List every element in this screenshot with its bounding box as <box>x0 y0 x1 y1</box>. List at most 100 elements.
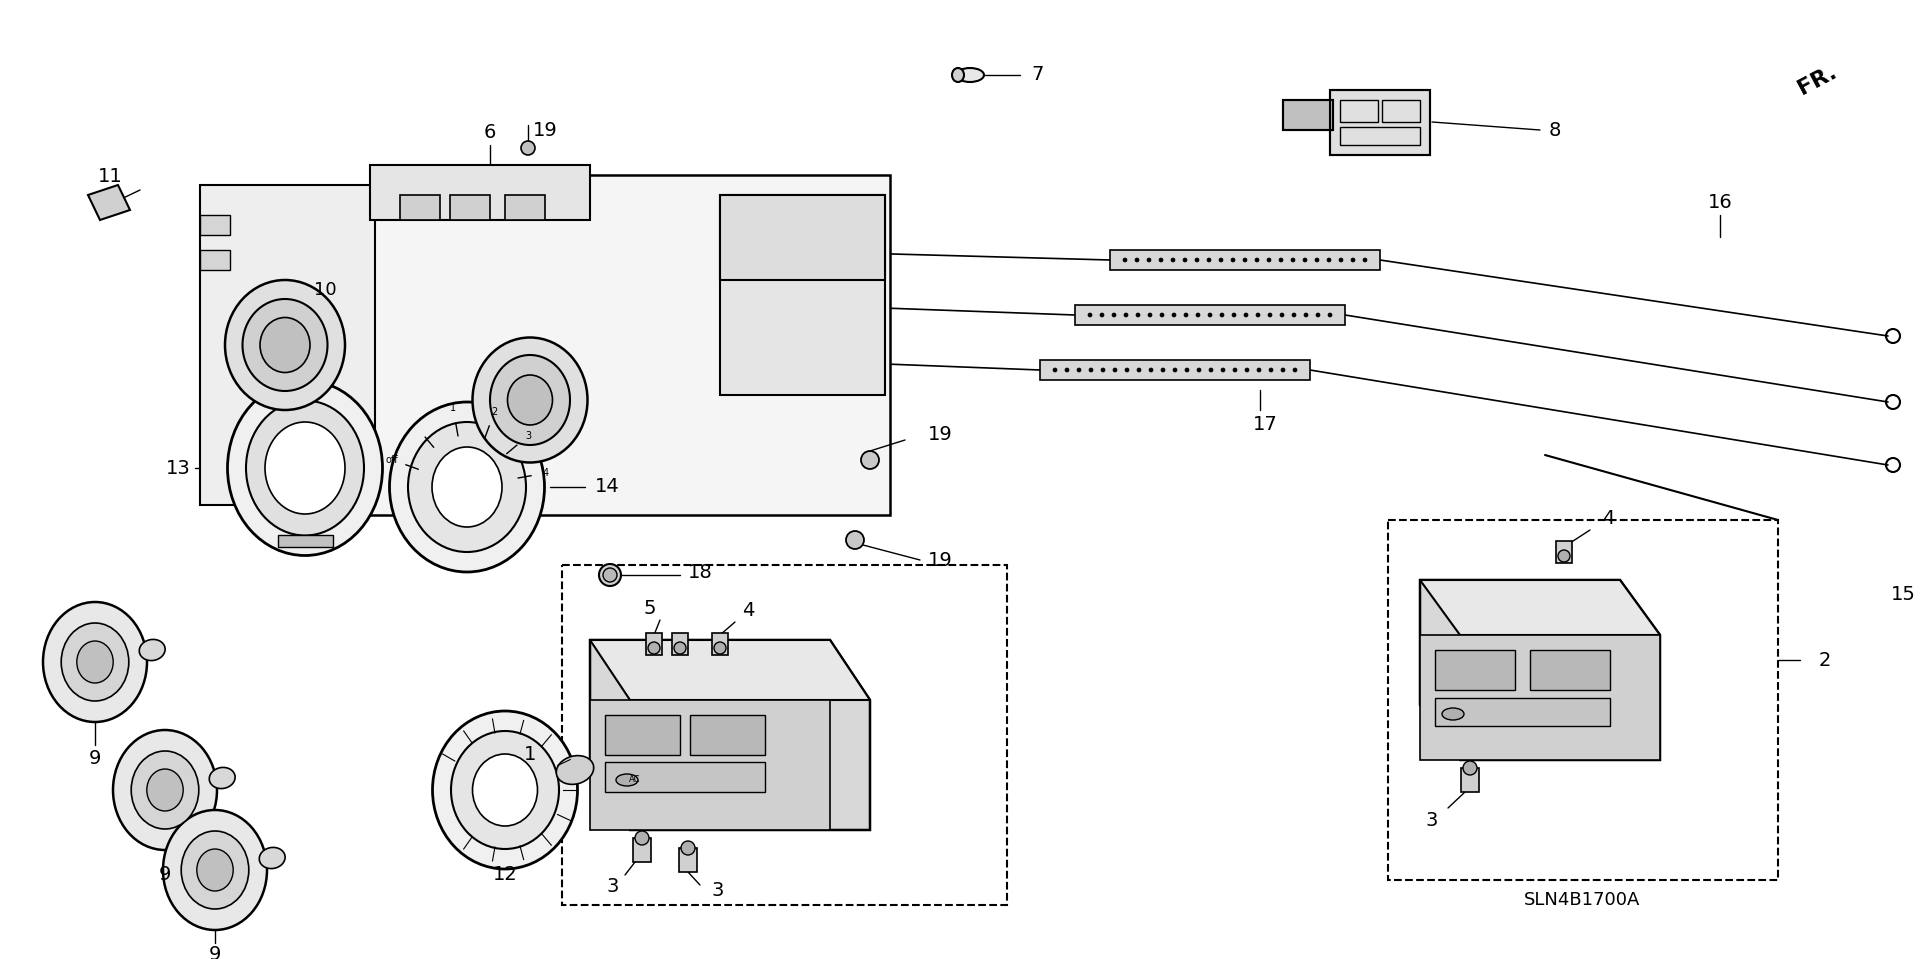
Circle shape <box>714 642 726 654</box>
Circle shape <box>1557 550 1571 562</box>
Bar <box>1283 100 1332 130</box>
Ellipse shape <box>507 375 553 425</box>
Bar <box>1340 127 1421 145</box>
Bar <box>605 715 680 755</box>
Bar <box>1434 698 1611 726</box>
Circle shape <box>1279 258 1283 262</box>
Bar <box>1041 360 1309 380</box>
Bar <box>1331 90 1430 155</box>
Ellipse shape <box>451 731 559 849</box>
Ellipse shape <box>599 564 620 586</box>
Bar <box>605 762 764 792</box>
Circle shape <box>1160 313 1164 317</box>
Bar <box>278 535 332 547</box>
Circle shape <box>1171 313 1175 317</box>
Circle shape <box>1148 368 1154 372</box>
Circle shape <box>1338 258 1342 262</box>
Bar <box>645 633 662 655</box>
Circle shape <box>1242 258 1246 262</box>
Ellipse shape <box>225 280 346 410</box>
Polygon shape <box>1421 580 1661 760</box>
Circle shape <box>847 531 864 549</box>
Text: off: off <box>386 455 397 465</box>
Bar <box>689 715 764 755</box>
Text: 18: 18 <box>687 564 712 582</box>
Ellipse shape <box>131 751 200 829</box>
Bar <box>399 195 440 220</box>
Bar <box>1340 100 1379 122</box>
Text: FR.: FR. <box>1795 61 1839 99</box>
Circle shape <box>1304 313 1308 317</box>
Circle shape <box>1066 368 1069 372</box>
Ellipse shape <box>490 355 570 445</box>
Circle shape <box>1292 313 1296 317</box>
Ellipse shape <box>432 711 578 869</box>
Ellipse shape <box>42 602 148 722</box>
Bar <box>720 195 885 395</box>
Circle shape <box>1196 368 1202 372</box>
Bar <box>505 195 545 220</box>
Text: 19: 19 <box>927 550 952 570</box>
Ellipse shape <box>246 401 365 535</box>
Bar <box>634 838 651 862</box>
Circle shape <box>1100 313 1104 317</box>
Ellipse shape <box>242 299 328 391</box>
Circle shape <box>1258 368 1261 372</box>
Circle shape <box>1185 313 1188 317</box>
Ellipse shape <box>616 774 637 786</box>
Circle shape <box>1210 368 1213 372</box>
Circle shape <box>1244 313 1248 317</box>
Text: 1: 1 <box>449 403 457 413</box>
Bar <box>1331 90 1430 155</box>
Circle shape <box>1363 258 1367 262</box>
Ellipse shape <box>407 422 526 552</box>
Bar <box>1075 305 1346 325</box>
Bar <box>589 700 829 830</box>
Text: 12: 12 <box>493 866 516 884</box>
Ellipse shape <box>1442 708 1463 720</box>
Circle shape <box>1208 258 1212 262</box>
Circle shape <box>1125 368 1129 372</box>
Ellipse shape <box>77 641 113 683</box>
Circle shape <box>1267 258 1271 262</box>
Circle shape <box>1171 258 1175 262</box>
Circle shape <box>1077 368 1081 372</box>
Circle shape <box>1290 258 1294 262</box>
Text: 4: 4 <box>741 600 755 620</box>
Ellipse shape <box>100 195 119 209</box>
Bar <box>449 195 490 220</box>
Text: 19: 19 <box>532 121 557 139</box>
Circle shape <box>1173 368 1177 372</box>
Circle shape <box>1244 368 1250 372</box>
Circle shape <box>1196 313 1200 317</box>
Circle shape <box>1208 313 1212 317</box>
Text: 4: 4 <box>543 468 549 479</box>
Bar <box>1555 541 1572 563</box>
Text: 9: 9 <box>159 866 171 884</box>
Ellipse shape <box>390 402 545 572</box>
Ellipse shape <box>198 849 232 891</box>
Circle shape <box>1256 313 1260 317</box>
Text: 11: 11 <box>98 168 123 186</box>
Circle shape <box>1315 313 1321 317</box>
Ellipse shape <box>259 848 286 869</box>
Circle shape <box>1123 313 1129 317</box>
Circle shape <box>1327 258 1331 262</box>
Text: 7: 7 <box>1031 65 1044 84</box>
Circle shape <box>649 642 660 654</box>
Bar <box>1421 635 1661 760</box>
Ellipse shape <box>952 68 964 82</box>
Circle shape <box>1292 368 1298 372</box>
Circle shape <box>1221 368 1225 372</box>
Ellipse shape <box>180 831 250 909</box>
Circle shape <box>1219 313 1225 317</box>
Bar <box>1110 250 1380 270</box>
Circle shape <box>1137 368 1140 372</box>
Text: 3: 3 <box>712 880 724 900</box>
Ellipse shape <box>603 568 616 582</box>
Circle shape <box>1185 368 1188 372</box>
Bar <box>680 848 697 872</box>
Text: 3: 3 <box>526 431 532 440</box>
Circle shape <box>1114 368 1117 372</box>
Text: 2: 2 <box>492 407 497 417</box>
